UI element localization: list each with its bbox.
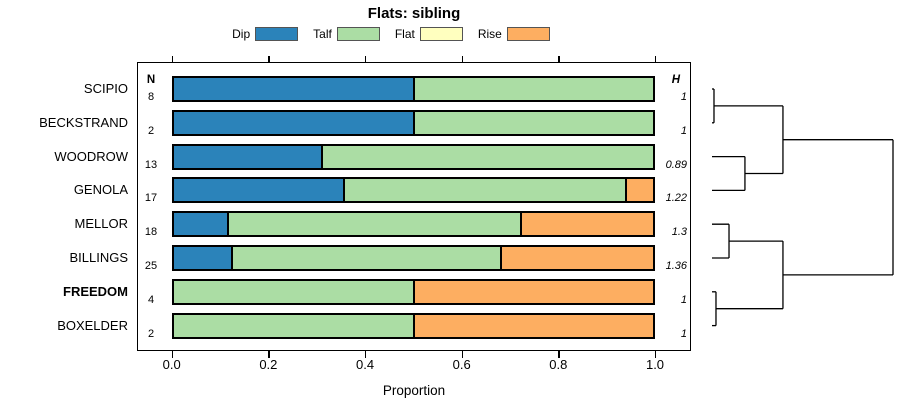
segment-dip [173,145,322,168]
row-label-boxelder: BOXELDER [57,317,128,333]
bar-boxelder [171,312,655,339]
segment-talf [173,280,414,303]
segment-dip [173,247,232,269]
legend-swatch-flat [419,26,463,41]
n-value-boxelder: 2 [147,327,155,340]
x-axis-tick-bottom [461,351,463,358]
x-axis-tick-label: 0.8 [549,357,568,372]
x-axis-tick-top [461,55,463,62]
n-value-billings: 25 [144,260,158,272]
segment-talf [226,213,520,236]
segment-rise [413,280,653,303]
segment-rise [413,314,653,337]
x-axis-tick-bottom [268,351,270,358]
legend-item-rise: Rise [477,26,550,41]
n-value-woodrow: 13 [144,158,158,171]
row-label-woodrow: WOODROW [54,148,128,164]
bar-beckstrand [171,109,655,136]
legend: Dip Talf Flat Rise [0,26,782,41]
x-axis-tick-label: 0.0 [162,357,181,372]
x-axis-tick-top [365,55,367,62]
h-value-genola: 1.22 [665,192,687,205]
bar-mellor [171,211,655,238]
h-value-mellor: 1.3 [671,226,687,239]
n-value-genola: 17 [144,192,158,205]
legend-label-dip: Dip [232,26,251,41]
h-value-freedom: 1 [680,293,687,306]
h-column-header: H [671,74,680,86]
x-axis-tick-top [171,55,173,62]
x-axis-tick-top [558,55,560,62]
legend-label-rise: Rise [477,26,502,41]
plot-box [137,62,691,351]
segment-dip [173,213,227,236]
h-value-boxelder: 1 [680,327,687,340]
bar-genola [171,177,655,204]
chart-title: Flats: sibling [367,5,461,22]
row-label-mellor: MELLOR [74,216,128,232]
row-label-beckstrand: BECKSTRAND [39,114,128,130]
n-value-beckstrand: 2 [147,124,155,137]
h-value-beckstrand: 1 [680,124,687,137]
legend-swatch-talf [336,26,380,41]
segment-rise [624,179,653,202]
segment-talf [342,179,625,202]
x-axis-tick-top [655,55,657,62]
n-value-scipio: 8 [147,91,155,103]
legend-item-talf: Talf [313,26,380,41]
h-value-woodrow: 0.89 [665,158,687,171]
legend-label-talf: Talf [313,26,332,41]
row-label-genola: GENOLA [73,182,128,198]
x-axis-tick-label: 0.2 [259,357,278,372]
x-axis-tick-label: 0.4 [355,357,375,372]
x-axis-title: Proportion [382,383,446,398]
segment-rise [499,247,653,269]
legend-label-flat: Flat [394,26,415,41]
segment-talf [231,247,500,269]
x-axis-tick-bottom [655,351,657,358]
n-value-freedom: 4 [147,293,155,306]
bar-scipio [171,76,655,102]
bar-woodrow [171,143,655,170]
x-axis-tick-bottom [365,351,367,358]
legend-item-dip: Dip [232,26,299,41]
segment-talf [321,145,653,168]
x-axis-tick-label: 0.6 [452,357,471,372]
segment-dip [173,179,343,202]
row-label-billings: BILLINGS [69,250,128,265]
n-value-mellor: 18 [144,226,158,239]
segment-talf [413,78,653,100]
row-label-scipio: SCIPIO [83,81,128,96]
legend-swatch-rise [506,26,550,41]
segment-talf [173,314,414,337]
h-value-billings: 1.36 [665,260,687,272]
x-axis-tick-label: 1.0 [645,357,665,372]
h-value-scipio: 1 [680,91,687,103]
bar-billings [171,245,655,271]
legend-swatch-dip [255,26,299,41]
segment-rise [519,213,653,236]
segment-dip [173,78,414,100]
n-column-header: N [146,74,156,86]
legend-item-flat: Flat [394,26,463,41]
bar-freedom [171,278,655,305]
row-label-freedom: FREEDOM [63,283,128,299]
segment-dip [173,111,414,134]
x-axis-tick-bottom [558,351,560,358]
x-axis-tick-bottom [171,351,173,358]
segment-talf [413,111,653,134]
x-axis-tick-top [268,55,270,62]
